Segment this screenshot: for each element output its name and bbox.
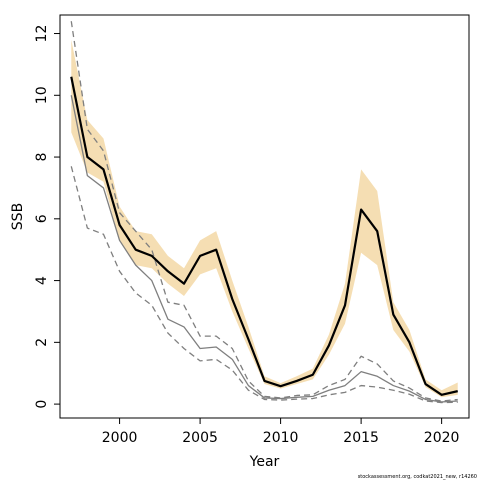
- series-line-secondary-estimate: [70, 95, 458, 403]
- footer-note: stockassessment.org, codkat2021_new, r14…: [358, 474, 477, 480]
- y-tick-label: 2: [34, 338, 50, 347]
- series-line-estimate: [70, 76, 458, 396]
- y-tick-label: 10: [34, 86, 50, 104]
- x-tick-label: 2015: [343, 430, 379, 446]
- x-tick-label: 2005: [182, 430, 218, 446]
- y-tick-label: 4: [34, 276, 50, 285]
- x-tick-label: 2000: [102, 430, 138, 446]
- x-tick-label: 2020: [424, 430, 460, 446]
- series-line-secondary-lower: [70, 166, 458, 404]
- y-axis-title: SSB: [10, 203, 26, 230]
- y-tick-label: 6: [34, 214, 50, 223]
- y-tick-label: 0: [34, 400, 50, 409]
- plot-frame: [59, 14, 470, 419]
- y-tick-label: 8: [34, 153, 50, 162]
- series-line-secondary-upper: [70, 21, 458, 402]
- y-tick-label: 12: [34, 25, 50, 43]
- x-axis-title: Year: [249, 454, 280, 470]
- plot-layer: [70, 21, 458, 404]
- x-tick-label: 2010: [263, 430, 299, 446]
- axis-layer: 2000 2005 2010 2015 2020 0 2 4 6 8 10 12: [34, 25, 459, 446]
- confidence-band: [71, 39, 458, 398]
